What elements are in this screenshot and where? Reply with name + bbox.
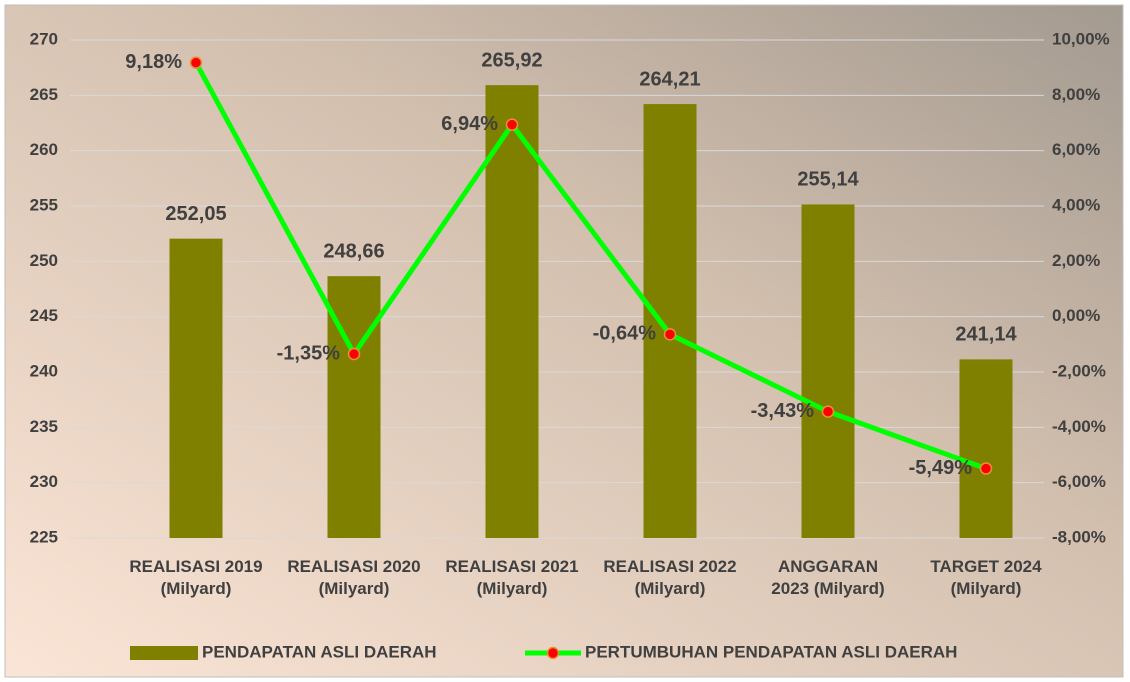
data-label: 255,14 — [797, 169, 859, 191]
y2-tick-label: -2,00% — [1052, 361, 1106, 380]
marker — [663, 328, 677, 341]
x-tick-label: REALISASI 2019 (Milyard) — [129, 557, 263, 598]
y2-tick-label: 0,00% — [1052, 306, 1100, 325]
marker — [505, 118, 519, 131]
line — [193, 61, 987, 471]
y2-tick-label: 4,00% — [1052, 195, 1100, 214]
y2-tick-label: 10,00% — [1052, 29, 1110, 48]
y2-tick-label: 8,00% — [1052, 85, 1100, 104]
x-tick-label: REALISASI 2020 (Milyard) — [287, 557, 421, 598]
data-label: 264,21 — [639, 68, 700, 90]
y-tick-label: 225 — [30, 527, 58, 546]
bar — [169, 238, 223, 538]
data-label: 265,92 — [481, 49, 542, 71]
legend-marker — [546, 646, 560, 660]
y-tick-label: 265 — [30, 85, 58, 104]
bar — [643, 104, 697, 539]
legend-label: PENDAPATAN ASLI DAERAH — [202, 642, 437, 661]
data-label: 241,14 — [955, 324, 1017, 346]
data-label: 9,18% — [125, 51, 182, 73]
data-label: -5,49% — [909, 457, 973, 479]
x-tick-label: REALISASI 2022 (Milyard) — [603, 557, 737, 598]
y-tick-label: 230 — [30, 472, 58, 491]
y-tick-label: 245 — [30, 306, 58, 325]
y-tick-label: 255 — [30, 195, 58, 214]
data-label: -0,64% — [593, 323, 657, 345]
y2-tick-label: -6,00% — [1052, 472, 1106, 491]
y-tick-label: 260 — [30, 140, 58, 159]
data-label: 6,94% — [441, 113, 498, 135]
y-tick-label: 240 — [30, 361, 58, 380]
y2-tick-label: 2,00% — [1052, 251, 1100, 270]
x-tick-label: REALISASI 2021 (Milyard) — [445, 557, 579, 598]
x-tick-label: ANGGARAN 2023 (Milyard) — [771, 557, 885, 598]
x-tick-label: TARGET 2024 (Milyard) — [930, 557, 1042, 598]
y-tick-label: 270 — [30, 29, 58, 48]
marker — [347, 347, 361, 361]
data-label: 252,05 — [165, 203, 226, 225]
legend-swatch — [130, 646, 198, 660]
legend-label: PERTUMBUHAN PENDAPATAN ASLI DAERAH — [585, 642, 957, 661]
y-tick-label: 250 — [30, 251, 58, 270]
marker — [821, 405, 835, 418]
marker — [979, 462, 993, 475]
bar — [959, 359, 1013, 538]
data-label: 248,66 — [323, 240, 384, 262]
marker — [189, 56, 203, 69]
bar — [801, 204, 855, 538]
data-label: -1,35% — [277, 342, 341, 364]
data-label: -3,43% — [751, 400, 815, 422]
bar — [485, 85, 539, 538]
y2-tick-label: -8,00% — [1052, 527, 1106, 546]
y2-tick-label: 6,00% — [1052, 140, 1100, 159]
y2-tick-label: -4,00% — [1052, 417, 1106, 436]
y-tick-label: 235 — [30, 417, 58, 436]
